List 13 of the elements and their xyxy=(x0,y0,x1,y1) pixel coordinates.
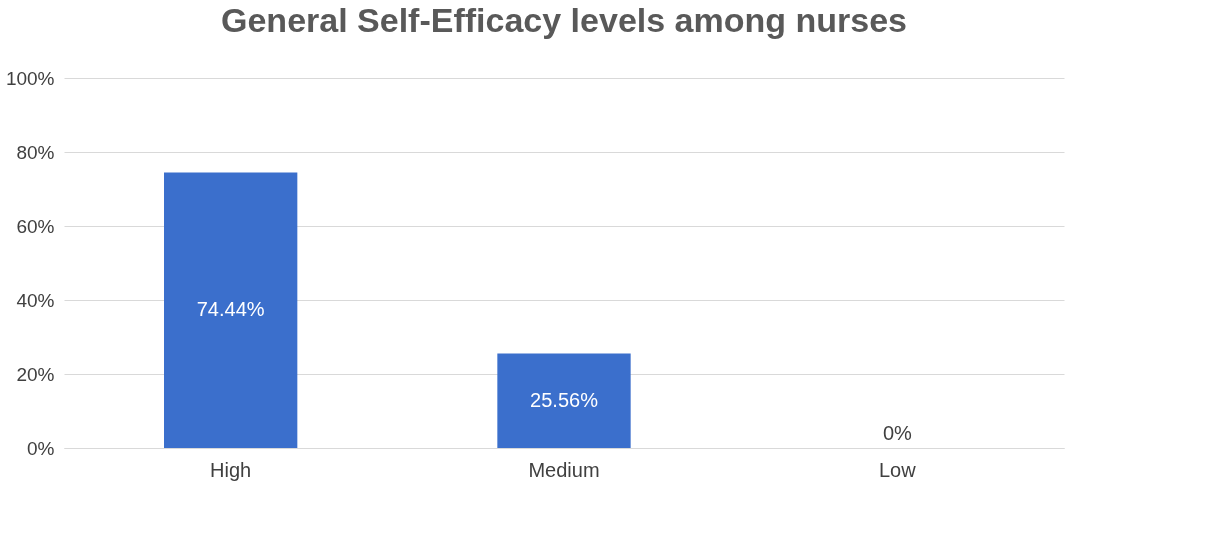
y-tick-label: 80% xyxy=(16,141,55,163)
x-tick-label: Low xyxy=(878,458,917,481)
data-label: 25.56% xyxy=(530,388,599,411)
y-tick-label: 40% xyxy=(16,289,55,311)
y-tick-label: 0% xyxy=(27,437,55,459)
y-tick-label: 100% xyxy=(5,67,55,89)
x-tick-label: High xyxy=(210,458,252,481)
y-tick-label: 60% xyxy=(16,215,55,237)
chart-title: General Self-Efficacy levels among nurses xyxy=(221,1,907,39)
data-label: 0% xyxy=(882,422,912,444)
x-tick-label: Medium xyxy=(528,458,600,481)
data-label: 74.44% xyxy=(196,298,265,321)
y-tick-label: 20% xyxy=(16,363,55,385)
